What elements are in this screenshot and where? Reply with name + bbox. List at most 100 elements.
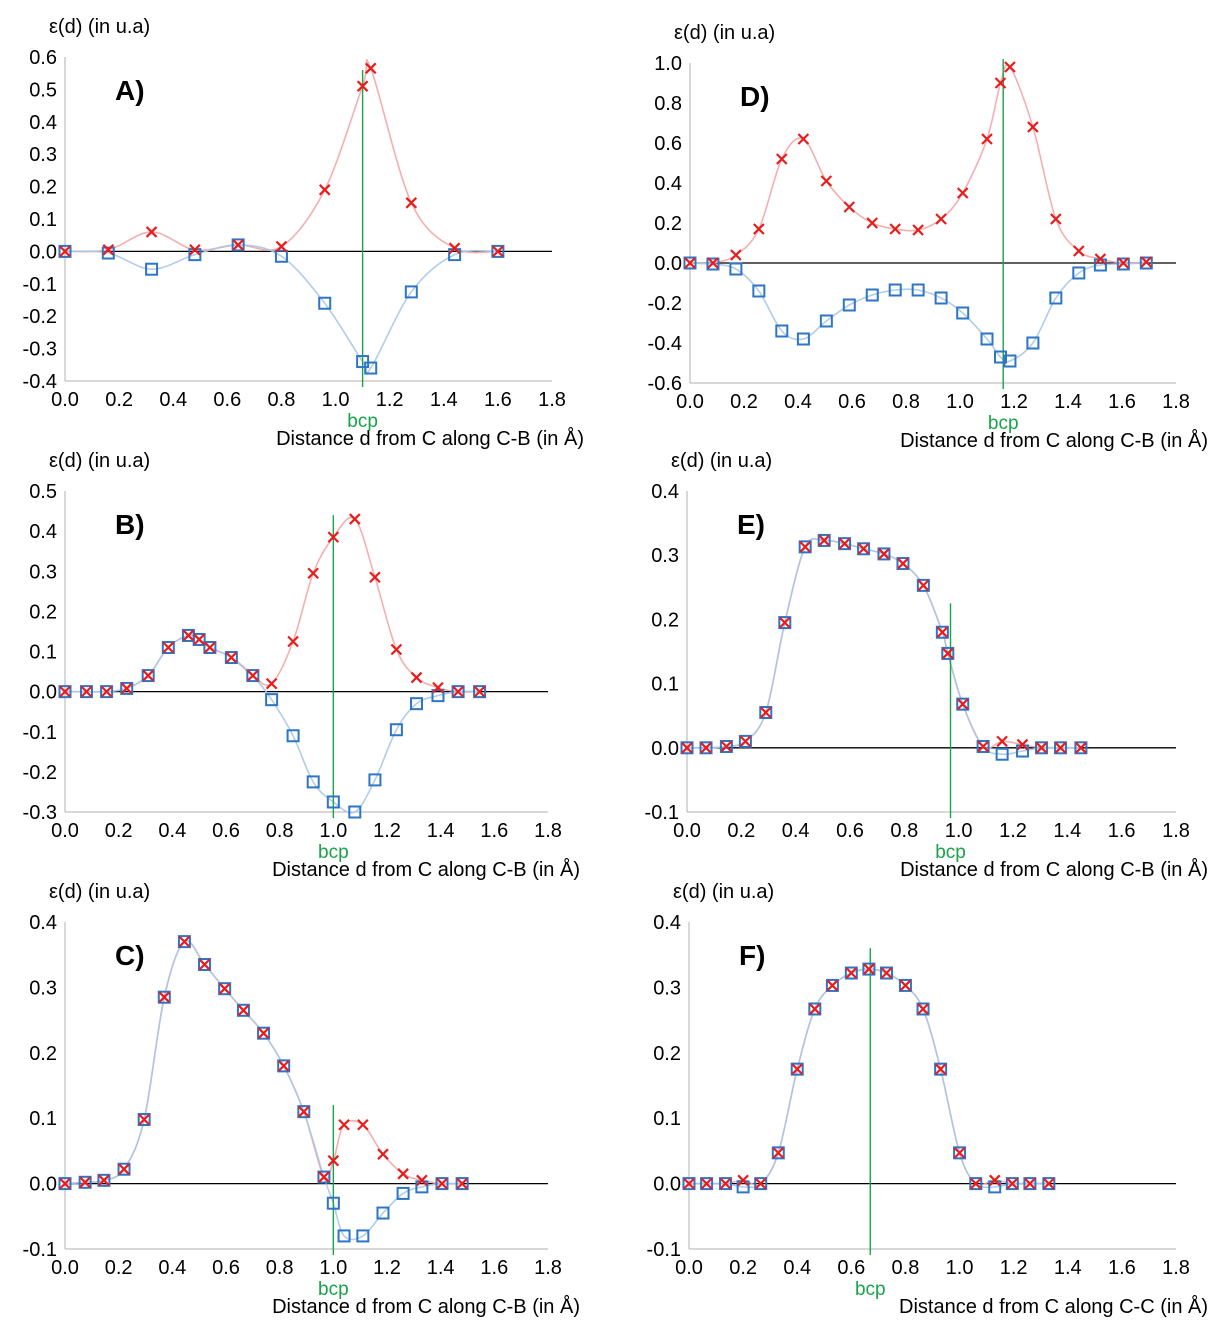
x-tick-label: 0.6: [837, 1257, 865, 1279]
data-point-cross: [162, 641, 175, 654]
bcp-label: bcp: [347, 411, 378, 432]
data-point-square: [1026, 336, 1040, 350]
data-point-cross: [1094, 253, 1107, 265]
data-point-square: [78, 1175, 92, 1189]
data-point-cross: [970, 1177, 982, 1190]
y-tick-label: -0.2: [23, 762, 57, 784]
data-point-square: [857, 542, 871, 556]
data-point-square: [455, 1177, 469, 1191]
data-point-cross: [120, 682, 133, 695]
y-tick-label: 0.2: [29, 601, 57, 623]
data-point-cross: [1024, 1177, 1036, 1190]
x-tick-label: 1.4: [430, 389, 458, 411]
x-tick-label: 0.2: [105, 1257, 133, 1279]
data-point-cross: [349, 513, 361, 525]
data-point-cross: [204, 641, 216, 654]
y-tick-label: 0.4: [29, 912, 57, 934]
data-point-cross: [59, 1177, 71, 1190]
data-point-square: [842, 298, 856, 312]
data-point-cross: [98, 1174, 110, 1187]
data-point-cross: [737, 1174, 749, 1187]
data-point-cross: [410, 671, 423, 684]
data-point-cross: [1006, 1177, 1019, 1190]
data-point-square: [719, 740, 733, 754]
data-point-square: [318, 296, 332, 310]
data-point-cross: [232, 239, 244, 251]
x-tick-label: 1.0: [319, 1257, 347, 1279]
bcp-label: bcp: [318, 1279, 349, 1300]
data-point-square: [277, 1059, 291, 1073]
data-point-cross: [247, 669, 259, 682]
x-tick-label: 1.4: [427, 820, 455, 842]
y-tick-label: -0.3: [23, 339, 57, 361]
data-point-cross: [357, 1118, 369, 1131]
x-tick-label: 0.0: [51, 1257, 79, 1279]
x-tick-label: 0.4: [782, 820, 810, 842]
bcp-label: bcp: [318, 842, 349, 863]
chart-panel-b: ε(d) (in u.a) B) -0.3 -0.2 -0.1 0.0 0.1 0.2 0.3 0…: [23, 450, 580, 881]
data-point-cross: [327, 1154, 340, 1167]
series-line-1: [64, 939, 463, 1185]
y-tick-label: 0.2: [29, 177, 57, 199]
data-point-cross: [863, 963, 875, 975]
x-tick-label: 0.8: [266, 820, 294, 842]
data-point-square: [1023, 1177, 1037, 1191]
data-point-square: [844, 966, 858, 980]
y-tick-label: 0.4: [29, 112, 57, 134]
data-point-cross: [700, 742, 712, 754]
x-axis-title: Distance d from C along C-B (in Å): [272, 858, 580, 881]
x-tick-label: 0.6: [838, 391, 866, 413]
data-point-square: [775, 324, 789, 338]
series-line-2: [689, 968, 1049, 1189]
data-point-square: [451, 685, 465, 699]
data-point-square: [218, 982, 232, 996]
data-point-cross: [899, 979, 912, 992]
x-tick-label: 1.8: [534, 820, 562, 842]
data-point-square: [157, 990, 171, 1004]
y-axis-title: ε(d) (in u.a): [674, 22, 775, 44]
data-point-cross: [878, 548, 890, 560]
data-point-square: [934, 1062, 948, 1076]
y-tick-label: -0.2: [648, 293, 682, 315]
y-tick-label: 0.4: [29, 521, 57, 543]
data-point-cross: [118, 1163, 130, 1175]
data-point-square: [58, 1177, 72, 1191]
data-point-square: [1003, 354, 1017, 368]
y-tick-label: 0.6: [29, 47, 57, 69]
y-axis-title: ε(d) (in u.a): [49, 450, 150, 472]
data-point-square: [145, 262, 159, 276]
data-point-cross: [935, 213, 947, 225]
data-point-square: [752, 284, 766, 298]
data-point-cross: [218, 982, 231, 995]
x-tick-label: 1.4: [1053, 820, 1081, 842]
y-tick-label: 0.5: [29, 481, 57, 503]
data-point-cross: [178, 935, 191, 948]
data-point-square: [817, 533, 831, 547]
data-point-cross: [934, 1063, 947, 1075]
data-point-cross: [356, 80, 369, 92]
x-tick-label: 1.6: [484, 389, 512, 411]
data-point-square: [317, 1170, 331, 1184]
y-tick-label: 0.0: [29, 1174, 57, 1196]
data-point-square: [97, 1173, 111, 1187]
data-point-cross: [364, 62, 377, 75]
data-point-square: [306, 775, 320, 789]
data-point-cross: [897, 557, 909, 570]
data-point-square: [1072, 266, 1086, 280]
data-point-square: [759, 705, 773, 719]
data-point-cross: [1054, 742, 1067, 754]
x-axis-title: Distance d from C along C-B (in Å): [276, 427, 584, 450]
x-tick-label: 1.0: [322, 389, 350, 411]
y-tick-label: 0.0: [654, 253, 682, 275]
data-point-square: [994, 350, 1007, 364]
data-point-cross: [889, 223, 901, 235]
data-point-cross: [456, 1177, 468, 1190]
data-point-square: [297, 1105, 311, 1119]
data-point-cross: [1016, 738, 1029, 751]
chart-panel-e: ε(d) (in u.a)E)-0.10.00.10.20.30.40.0 0.2…: [645, 450, 1208, 881]
data-point-square: [198, 958, 212, 972]
data-point-cross: [1117, 257, 1130, 269]
data-point-cross: [237, 1004, 250, 1017]
data-point-square: [838, 537, 852, 551]
data-point-cross: [720, 740, 733, 753]
